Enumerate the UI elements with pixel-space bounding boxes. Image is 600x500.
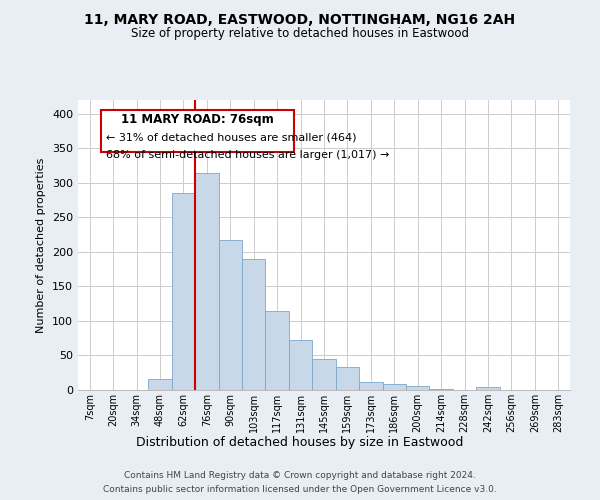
Text: 68% of semi-detached houses are larger (1,017) →: 68% of semi-detached houses are larger (… bbox=[106, 150, 390, 160]
Bar bbox=[383, 384, 406, 390]
Bar bbox=[172, 193, 195, 390]
Bar bbox=[218, 240, 242, 390]
Text: 11, MARY ROAD, EASTWOOD, NOTTINGHAM, NG16 2AH: 11, MARY ROAD, EASTWOOD, NOTTINGHAM, NG1… bbox=[85, 12, 515, 26]
Bar bbox=[406, 386, 430, 390]
Text: ← 31% of detached houses are smaller (464): ← 31% of detached houses are smaller (46… bbox=[106, 132, 357, 142]
Bar bbox=[476, 386, 500, 390]
Y-axis label: Number of detached properties: Number of detached properties bbox=[37, 158, 46, 332]
Text: Contains public sector information licensed under the Open Government Licence v3: Contains public sector information licen… bbox=[103, 484, 497, 494]
Bar bbox=[265, 310, 289, 390]
Bar bbox=[242, 259, 265, 390]
Text: Contains HM Land Registry data © Crown copyright and database right 2024.: Contains HM Land Registry data © Crown c… bbox=[124, 472, 476, 480]
Bar bbox=[312, 359, 336, 390]
Text: Size of property relative to detached houses in Eastwood: Size of property relative to detached ho… bbox=[131, 28, 469, 40]
Bar bbox=[289, 340, 312, 390]
Bar bbox=[148, 379, 172, 390]
FancyBboxPatch shape bbox=[101, 110, 293, 152]
Bar bbox=[336, 367, 359, 390]
Text: Distribution of detached houses by size in Eastwood: Distribution of detached houses by size … bbox=[136, 436, 464, 449]
Bar bbox=[359, 382, 383, 390]
Text: 11 MARY ROAD: 76sqm: 11 MARY ROAD: 76sqm bbox=[121, 114, 274, 126]
Bar bbox=[195, 172, 218, 390]
